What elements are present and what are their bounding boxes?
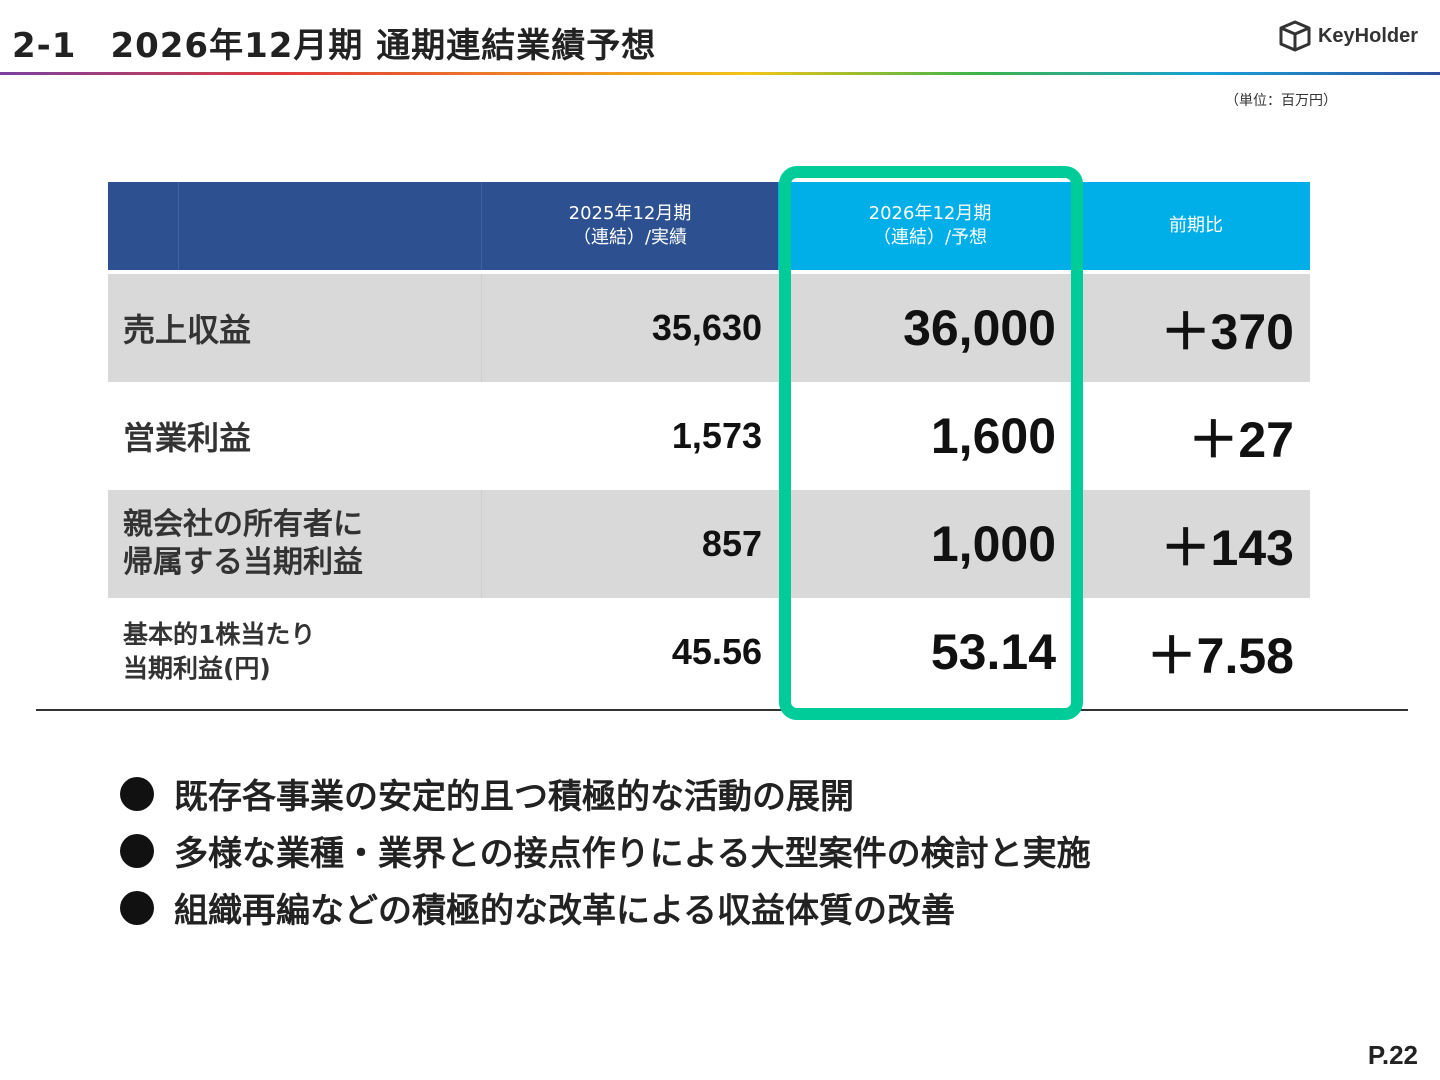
value-diff: ＋370 [1160,304,1294,360]
table-row: 親会社の所有者に 帰属する当期利益 857 1,000 ＋143 [108,490,1310,598]
value-2026: 53.14 [930,624,1056,680]
title-underline [0,72,1440,75]
slide-title: 2-1 2026年12月期 通期連結業績予想 [12,18,656,67]
row-label: 売上収益 [123,311,252,349]
row-label: 営業利益 [123,419,252,457]
list-item: 既存各事業の安定的且つ積極的な活動の展開 [120,765,1091,822]
header-col-2026: 2026年12月期 （連結）/予想 [868,203,992,248]
forecast-column-highlight [779,166,1083,720]
table-header: 2025年12月期 （連結）/実績 2026年12月期 （連結）/予想 前期比 [108,182,1310,270]
title-text: 2026年12月期 通期連結業績予想 [110,26,657,66]
table-row: 基本的1株当たり 当期利益(円) 45.56 53.14 ＋7.58 [108,598,1310,706]
value-2026: 1,600 [930,408,1056,464]
unit-note: （単位：百万円） [1225,93,1337,109]
value-2025: 857 [701,523,762,564]
header-col-diff: 前期比 [1169,215,1223,236]
bullet-dot-icon [120,776,154,811]
value-2026: 1,000 [930,516,1056,572]
page-number: P.22 [1367,1040,1418,1070]
forecast-table: 2025年12月期 （連結）/実績 2026年12月期 （連結）/予想 前期比 … [108,182,1310,706]
value-diff: ＋27 [1188,412,1294,468]
company-logo: KeyHolder [1278,20,1418,52]
bullet-dot-icon [120,833,154,868]
value-2026: 36,000 [903,300,1056,356]
value-2025: 45.56 [671,631,762,672]
row-label: 親会社の所有者に 帰属する当期利益 [123,507,363,580]
section-number: 2-1 [12,26,77,66]
bullet-dot-icon [120,890,154,925]
value-2025: 1,573 [671,415,762,456]
cube-logo-icon [1279,20,1311,52]
header-cyan-band [778,182,1310,270]
table-bottom-rule [36,709,1408,711]
bullet-list: 既存各事業の安定的且つ積極的な活動の展開 多様な業種・業界との接点作りによる大型… [120,765,1091,936]
header-col-2025: 2025年12月期 （連結）/実績 [568,203,692,248]
value-diff: ＋143 [1160,520,1294,576]
logo-text: KeyHolder [1317,24,1418,47]
value-diff: ＋7.58 [1146,628,1294,684]
list-item: 組織再編などの積極的な改革による収益体質の改善 [120,879,1091,936]
table-row: 営業利益 1,573 1,600 ＋27 [108,382,1310,490]
table-row: 売上収益 35,630 36,000 ＋370 [108,274,1310,382]
list-item: 多様な業種・業界との接点作りによる大型案件の検討と実施 [120,822,1091,879]
header-navy-band [108,182,778,270]
row-label: 基本的1株当たり 当期利益(円) [123,620,316,683]
value-2025: 35,630 [651,307,762,348]
